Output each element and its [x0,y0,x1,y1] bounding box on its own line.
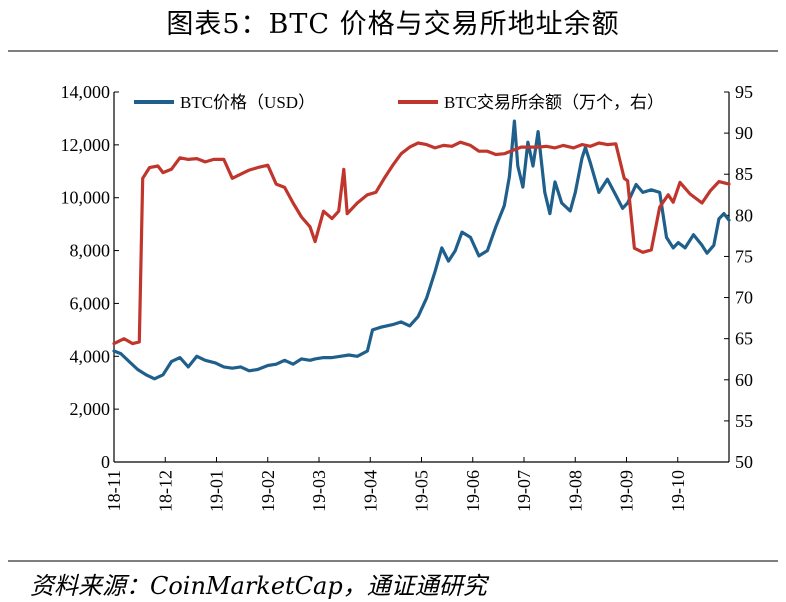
right-y-tick-label: 80 [735,205,753,225]
x-tick-label: 18-11 [104,470,124,511]
right-y-tick-label: 65 [735,329,753,349]
x-tick-label: 19-01 [207,470,227,512]
x-tick-label: 18-12 [155,470,175,512]
source-note: 资料来源：CoinMarketCap，通证通研究 [30,572,487,600]
figure-title: 图表5：BTC 价格与交易所地址余额 [166,9,620,40]
source-divider [8,560,778,562]
left-y-tick-label: 2,000 [70,399,111,419]
x-tick-label: 19-09 [617,470,637,512]
left-y-tick-label: 10,000 [61,188,111,208]
x-tick-label: 19-02 [258,470,278,512]
left-y-tick-label: 6,000 [70,293,111,313]
x-tick-label: 19-05 [412,470,432,512]
series-line-btc-price [112,119,731,381]
right-y-tick-label: 55 [735,411,753,431]
x-tick-label: 19-04 [360,470,380,512]
right-y-tick-label: 70 [735,288,753,308]
x-tick-label: 19-10 [668,470,688,512]
legend-label-exchange-balance: BTC交易所余额（万个，右） [444,93,664,112]
right-y-tick-label: 60 [735,370,753,390]
right-y-tick-label: 85 [735,164,753,184]
left-y-tick-label: 8,000 [70,241,111,261]
x-tick-label: 19-08 [565,470,585,512]
x-tick-label: 19-06 [463,470,483,512]
series-line-exchange-balance [112,140,731,346]
left-y-tick-label: 14,000 [61,82,111,102]
legend-label-btc-price: BTC价格（USD） [180,93,315,112]
left-y-tick-label: 12,000 [61,135,111,155]
left-y-tick-label: 0 [101,452,110,472]
x-tick-label: 19-03 [309,470,329,512]
title-divider [8,50,778,52]
right-y-tick-label: 90 [735,123,753,143]
left-y-tick-label: 4,000 [70,346,111,366]
right-y-tick-label: 50 [735,452,753,472]
right-y-tick-label: 95 [735,82,753,102]
right-y-tick-label: 75 [735,246,753,266]
x-tick-label: 19-07 [514,470,534,512]
